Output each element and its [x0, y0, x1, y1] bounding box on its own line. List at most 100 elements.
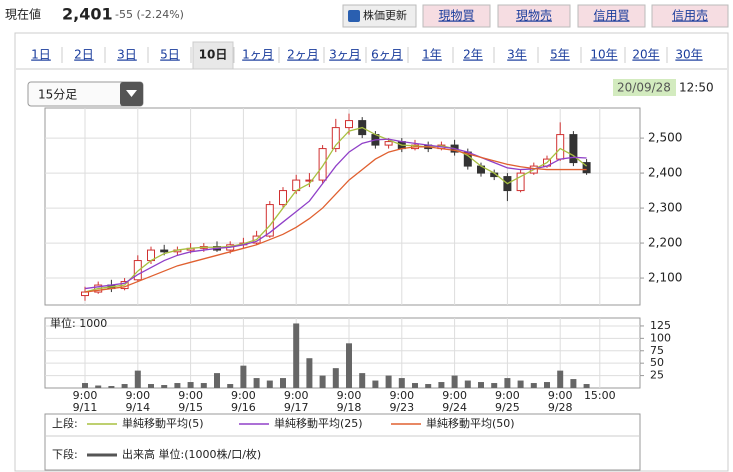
x-tick-time: 9:00: [178, 389, 203, 402]
interval-select-label: 15分足: [38, 88, 77, 102]
period-tab[interactable]: 20年: [632, 48, 659, 62]
moving-average-line: [84, 138, 587, 290]
candle-body: [133, 260, 142, 281]
header-button-label[interactable]: 現物買: [438, 9, 474, 23]
volume-bar: [517, 380, 524, 388]
volume-bar: [557, 370, 564, 388]
x-tick-date: 9/28: [548, 401, 573, 414]
period-tab[interactable]: 3日: [117, 48, 137, 62]
volume-bar: [319, 375, 326, 388]
y-tick-label: 2,100: [648, 271, 682, 285]
volume-bar: [240, 365, 247, 388]
volume-bar: [425, 384, 432, 388]
volume-bar: [253, 378, 260, 388]
legend-label: 単純移動平均(25): [274, 416, 363, 430]
header-button-label[interactable]: 信用売: [672, 8, 708, 23]
volume-bar: [412, 383, 418, 388]
volume-bar: [108, 386, 115, 388]
period-tab[interactable]: 3ヶ月: [329, 48, 361, 62]
candle-body: [305, 179, 314, 182]
price-label: 現在値: [5, 7, 41, 22]
volume-bar: [134, 370, 141, 388]
period-tab[interactable]: 10日: [199, 48, 228, 62]
period-tab[interactable]: 3年: [507, 48, 527, 62]
volume-bar: [306, 358, 313, 388]
candle-body: [556, 134, 565, 160]
y-tick-label: 2,200: [648, 236, 682, 250]
x-tick-time: 9:00: [284, 389, 309, 402]
volume-bar: [464, 380, 471, 388]
candle-body: [318, 148, 327, 181]
x-tick-time: 9:00: [125, 389, 150, 402]
volume-bar: [583, 384, 590, 388]
header-button-label[interactable]: 現物売: [516, 8, 552, 23]
volume-bar: [385, 375, 392, 388]
header-button[interactable]: [577, 4, 646, 28]
price-plot-frame: [44, 107, 641, 306]
timestamp-date: 20/09/28: [617, 81, 671, 95]
y-tick-label: 25: [650, 369, 664, 382]
header-button-label[interactable]: 信用買: [593, 9, 629, 23]
volume-plot-frame: [44, 317, 641, 389]
x-tick-date: 9/11: [73, 401, 98, 414]
price-change: -55 (-2.24%): [115, 8, 184, 21]
candle-body: [160, 249, 169, 253]
period-tab[interactable]: 2日: [74, 48, 94, 62]
volume-bar: [82, 383, 88, 388]
period-tab[interactable]: 5日: [160, 48, 180, 62]
volume-bar: [438, 382, 445, 388]
moving-average-line: [84, 146, 587, 293]
volume-bar: [280, 378, 286, 388]
volume-unit-label: 単位: 1000: [50, 316, 107, 330]
x-tick-date: 9/23: [389, 401, 414, 414]
period-tab[interactable]: 5年: [550, 48, 570, 62]
volume-bar: [332, 368, 339, 388]
period-tab[interactable]: 1ヶ月: [242, 48, 274, 62]
legend-volume-label: 出来高 単位:(1000株/口/枚): [122, 447, 261, 461]
volume-bar: [121, 384, 128, 388]
volume-bar: [478, 382, 484, 388]
volume-bar: [227, 384, 234, 388]
legend-label: 単純移動平均(50): [426, 416, 515, 430]
header-button[interactable]: [651, 4, 729, 28]
header-button-label[interactable]: 株価更新: [363, 8, 407, 22]
select-arrow: [126, 90, 137, 97]
y-tick-label: 100: [650, 331, 671, 344]
period-tab[interactable]: 10年: [590, 48, 617, 62]
x-tick-time: 9:00: [548, 389, 573, 402]
volume-bar: [544, 382, 550, 388]
header-button[interactable]: [422, 4, 491, 28]
period-tab-selected[interactable]: [192, 41, 234, 70]
candle-body: [81, 291, 89, 297]
timestamp-bg: [613, 79, 676, 96]
x-tick-time: 9:00: [337, 389, 362, 402]
x-tick-date: 9/15: [178, 401, 203, 414]
price: 2,401: [62, 5, 113, 24]
volume-bar: [214, 373, 220, 388]
candle-body: [582, 162, 591, 174]
volume-bar: [530, 383, 537, 388]
volume-bar: [372, 380, 379, 388]
x-tick-time: 9:00: [389, 389, 414, 402]
period-tab[interactable]: 30年: [675, 48, 702, 62]
x-tick-time: 9:00: [495, 389, 520, 402]
x-tick-date: 9/24: [442, 401, 467, 414]
period-tab[interactable]: 2年: [463, 48, 483, 62]
y-tick-label: 125: [650, 319, 671, 332]
legend-box: [44, 413, 641, 471]
volume-bar: [346, 343, 352, 388]
period-tab[interactable]: 6ヶ月: [371, 48, 403, 62]
period-tab[interactable]: 2ヶ月: [287, 48, 319, 62]
volume-bar: [95, 385, 102, 388]
candle-body: [331, 127, 340, 150]
y-tick-label: 75: [650, 344, 664, 357]
x-tick-date: 9/17: [284, 401, 309, 414]
x-tick-date: 9/14: [125, 401, 150, 414]
volume-bar: [293, 323, 300, 388]
header-button[interactable]: [497, 4, 571, 28]
period-tab[interactable]: 1日: [31, 48, 51, 62]
header-button[interactable]: [342, 4, 417, 28]
period-tab[interactable]: 1年: [422, 48, 442, 62]
y-tick-label: 2,500: [648, 131, 682, 145]
candle-body: [345, 120, 353, 129]
